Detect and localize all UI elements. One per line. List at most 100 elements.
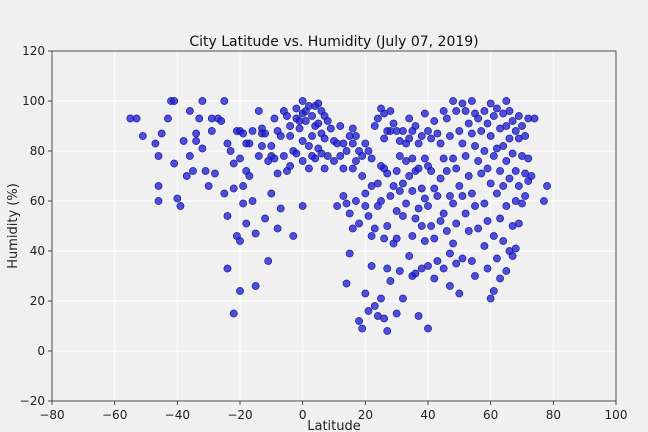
- data-point: [455, 289, 464, 298]
- data-point: [223, 264, 232, 273]
- data-point: [499, 142, 508, 150]
- data-point: [474, 157, 483, 165]
- data-point: [424, 262, 432, 270]
- data-point: [449, 199, 457, 208]
- data-point: [427, 134, 436, 143]
- data-point: [511, 167, 520, 175]
- data-point: [361, 289, 370, 298]
- data-point: [364, 147, 373, 155]
- data-point: [430, 117, 439, 125]
- x-tick-label: 80: [546, 408, 561, 422]
- plot-area: [52, 51, 616, 401]
- data-point: [292, 104, 301, 113]
- data-point: [452, 259, 461, 268]
- data-point: [489, 112, 498, 120]
- data-point: [392, 234, 401, 243]
- data-point: [298, 97, 307, 105]
- data-point: [185, 152, 194, 160]
- data-point: [217, 117, 226, 125]
- chart-title: City Latitude vs. Humidity (July 07, 201…: [189, 34, 478, 50]
- data-point: [467, 257, 476, 265]
- y-tick-label: 60: [30, 194, 45, 208]
- data-point: [298, 137, 307, 145]
- data-point: [132, 114, 141, 123]
- data-point: [446, 282, 454, 290]
- data-point: [417, 132, 426, 140]
- data-point: [380, 314, 389, 323]
- data-point: [298, 157, 307, 165]
- data-point: [195, 114, 204, 123]
- data-point: [420, 154, 429, 163]
- data-point: [408, 154, 417, 163]
- data-point: [276, 132, 285, 140]
- data-point: [480, 242, 489, 250]
- data-point: [383, 327, 392, 335]
- data-point: [367, 232, 376, 240]
- data-point: [342, 279, 351, 288]
- data-point: [154, 197, 163, 205]
- data-point: [514, 219, 523, 228]
- x-tick-label: 100: [605, 408, 628, 422]
- data-point: [442, 114, 451, 123]
- data-point: [286, 162, 295, 170]
- data-point: [305, 164, 313, 173]
- data-point: [392, 309, 401, 318]
- data-point: [483, 264, 492, 273]
- data-point: [430, 184, 439, 193]
- data-point: [358, 172, 367, 180]
- data-point: [480, 147, 489, 155]
- x-axis-ticks: −80 −60 −40 −20 0 20 40 60 80 100: [39, 401, 627, 422]
- data-point: [496, 214, 504, 223]
- data-point: [345, 209, 354, 218]
- data-point: [348, 164, 357, 173]
- data-point: [226, 147, 235, 155]
- data-point: [305, 142, 313, 150]
- data-point: [433, 129, 442, 138]
- data-point: [455, 182, 464, 190]
- data-point: [499, 237, 508, 245]
- data-point: [179, 137, 188, 145]
- data-point: [461, 152, 470, 160]
- data-point: [367, 154, 376, 163]
- data-point: [164, 114, 172, 123]
- data-point: [417, 184, 426, 193]
- data-point: [414, 164, 423, 173]
- data-point: [493, 189, 501, 198]
- data-point: [336, 152, 345, 160]
- data-point: [439, 154, 448, 163]
- data-point: [389, 119, 398, 128]
- data-point: [264, 257, 273, 265]
- data-point: [289, 232, 298, 240]
- data-point: [405, 172, 414, 180]
- data-point: [377, 294, 385, 303]
- data-point: [364, 212, 373, 220]
- data-point: [229, 159, 238, 168]
- x-axis-label: Latitude: [307, 419, 361, 432]
- data-point: [251, 282, 260, 290]
- y-tick-label: −20: [20, 394, 45, 408]
- data-point: [380, 234, 389, 243]
- data-point: [254, 152, 263, 160]
- data-point: [436, 217, 445, 225]
- data-point: [430, 234, 439, 243]
- data-point: [540, 197, 548, 205]
- data-point: [173, 194, 182, 203]
- data-point: [295, 124, 304, 133]
- data-point: [189, 167, 197, 175]
- data-point: [486, 294, 495, 303]
- data-point: [236, 287, 244, 295]
- data-point: [320, 134, 329, 143]
- data-point: [521, 192, 530, 200]
- data-point: [270, 154, 279, 163]
- data-point: [383, 264, 392, 273]
- data-point: [339, 192, 348, 200]
- data-point: [543, 182, 551, 190]
- data-point: [442, 227, 451, 235]
- data-point: [361, 139, 370, 148]
- data-point: [461, 107, 470, 115]
- data-point: [518, 199, 526, 208]
- data-point: [467, 97, 476, 105]
- data-point: [220, 189, 229, 198]
- data-point: [361, 202, 370, 210]
